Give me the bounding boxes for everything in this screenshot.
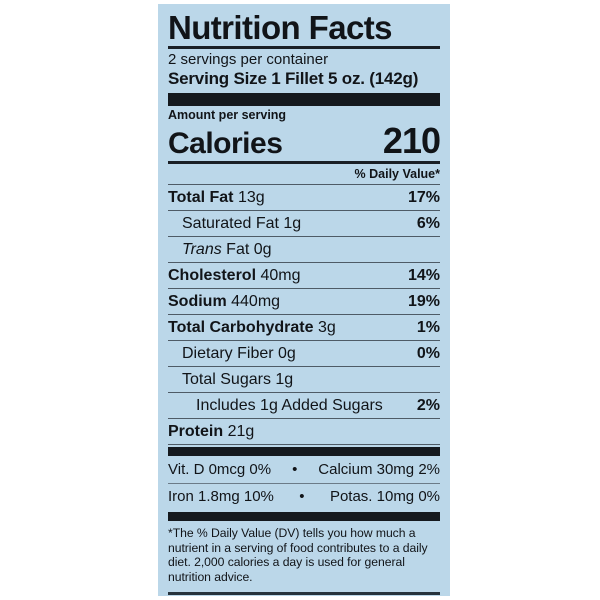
- thick-divider-top: [168, 93, 440, 106]
- vitamin-left-value: Iron 1.8mg 10%: [168, 488, 274, 505]
- nutrient-row-divider: [168, 236, 440, 237]
- nutrient-amount: 1g: [283, 215, 302, 232]
- thick-divider-footnote: [168, 512, 440, 521]
- nutrient-amount: 21g: [227, 423, 255, 440]
- nutrient-amount: 13g: [237, 189, 265, 206]
- nutrient-name: Cholesterol 40mg: [168, 266, 301, 285]
- nutrient-label: Includes 1g Added Sugars: [196, 397, 383, 414]
- nutrient-label: Protein: [168, 423, 224, 440]
- nutrition-facts-panel: Nutrition Facts 2 servings per container…: [158, 4, 450, 596]
- nutrient-row-divider: [168, 288, 440, 289]
- thick-divider-vitamins: [168, 447, 440, 456]
- nutrient-row-divider: [168, 340, 440, 341]
- calories-row: Calories 210: [168, 120, 441, 161]
- nutrition-facts-inner: Nutrition Facts 2 servings per container…: [168, 4, 441, 596]
- nutrient-row-divider: [168, 262, 440, 263]
- nutrient-name: Sodium 440mg: [168, 292, 280, 311]
- nutrient-row: Total Sugars 1g: [168, 367, 440, 392]
- nutrient-name: Total Carbohydrate 3g: [168, 318, 336, 337]
- nutrient-row: Trans Fat 0g: [168, 237, 440, 262]
- calories-label: Calories: [168, 127, 283, 160]
- nutrient-label: Total Fat: [168, 189, 234, 206]
- nutrient-daily-value: 1%: [416, 319, 440, 336]
- bullet-separator-icon: •: [292, 461, 298, 478]
- nutrient-label: Total Carbohydrate: [168, 319, 314, 336]
- calories-value: 210: [382, 120, 441, 161]
- nutrient-row-divider: [168, 366, 440, 367]
- vitamin-row: Vit. D 0mcg 0% • Calcium 30mg 2%: [168, 457, 440, 483]
- nutrient-row: Total Carbohydrate 3g 1%: [168, 315, 440, 340]
- vitamin-right-value: Potas. 10mg 0%: [329, 488, 440, 505]
- servings-per-container: 2 servings per container: [168, 51, 329, 68]
- nutrient-amount: 40mg: [260, 267, 301, 284]
- amount-per-serving-label: Amount per serving: [168, 108, 287, 122]
- nutrient-label: Dietary Fiber: [182, 345, 274, 362]
- nutrient-row: Total Fat 13g 17%: [168, 185, 440, 210]
- vitamin-row: Iron 1.8mg 10% • Potas. 10mg 0%: [168, 484, 440, 510]
- nutrient-name: Total Fat 13g: [168, 188, 265, 207]
- nutrient-name: Protein 21g: [168, 422, 254, 441]
- nutrient-row-divider: [168, 418, 440, 419]
- nutrient-daily-value: 14%: [407, 267, 440, 284]
- nutrient-row-divider: [168, 210, 440, 211]
- nutrient-daily-value: 19%: [407, 293, 440, 310]
- nutrient-row-divider: [168, 392, 440, 393]
- nutrient-daily-value: 6%: [416, 215, 440, 232]
- vitamin-right-value: Calcium 30mg 2%: [318, 461, 440, 478]
- nutrient-row: Saturated Fat 1g 6%: [168, 211, 440, 236]
- nutrient-row-divider: [168, 444, 440, 445]
- panel-bottom-divider: [168, 592, 440, 596]
- nutrient-row: Dietary Fiber 0g 0%: [168, 341, 440, 366]
- nutrient-amount: 440mg: [231, 293, 281, 310]
- nutrient-row: Sodium 440mg 19%: [168, 289, 440, 314]
- nutrient-amount: Fat 0g: [226, 241, 272, 258]
- nutrient-name: Total Sugars 1g: [182, 370, 293, 389]
- nutrient-label: Trans: [182, 241, 222, 258]
- title-divider: [168, 46, 440, 49]
- nutrient-row: Cholesterol 40mg 14%: [168, 263, 440, 288]
- daily-value-header: % Daily Value*: [354, 167, 440, 181]
- daily-value-divider: [168, 184, 440, 185]
- calories-divider: [168, 161, 440, 164]
- vitamin-list: Vit. D 0mcg 0% • Calcium 30mg 2% Iron 1.8mg…: [168, 457, 440, 510]
- serving-size: Serving Size 1 Fillet 5 oz. (142g): [168, 69, 419, 88]
- nutrient-label: Total Sugars: [182, 371, 271, 388]
- nutrient-row-divider: [168, 314, 440, 315]
- nutrient-daily-value: 0%: [416, 345, 440, 362]
- nutrition-facts-title: Nutrition Facts: [168, 9, 392, 46]
- nutrient-list: Total Fat 13g 17% Saturated Fat 1g 6% Trans …: [168, 185, 440, 445]
- nutrient-label: Cholesterol: [168, 267, 257, 284]
- nutrient-label: Sodium: [168, 293, 227, 310]
- nutrient-label: Saturated Fat: [182, 215, 279, 232]
- nutrient-amount: 3g: [317, 319, 336, 336]
- nutrient-name: Trans Fat 0g: [182, 240, 272, 259]
- nutrient-amount: 1g: [275, 371, 294, 388]
- nutrient-row: Protein 21g: [168, 419, 440, 444]
- vitamin-row-divider: [168, 483, 440, 484]
- daily-value-footnote: *The % Daily Value (DV) tells you how mu…: [168, 526, 428, 584]
- nutrient-name: Saturated Fat 1g: [182, 214, 301, 233]
- nutrient-row: Includes 1g Added Sugars 2%: [168, 393, 440, 418]
- nutrient-daily-value: 2%: [416, 397, 440, 414]
- bullet-separator-icon: •: [299, 488, 305, 505]
- nutrient-daily-value: 17%: [407, 189, 440, 206]
- vitamin-left-value: Vit. D 0mcg 0%: [168, 461, 272, 478]
- nutrient-name: Dietary Fiber 0g: [182, 344, 296, 363]
- nutrient-name: Includes 1g Added Sugars: [196, 396, 383, 415]
- nutrient-amount: 0g: [278, 345, 296, 362]
